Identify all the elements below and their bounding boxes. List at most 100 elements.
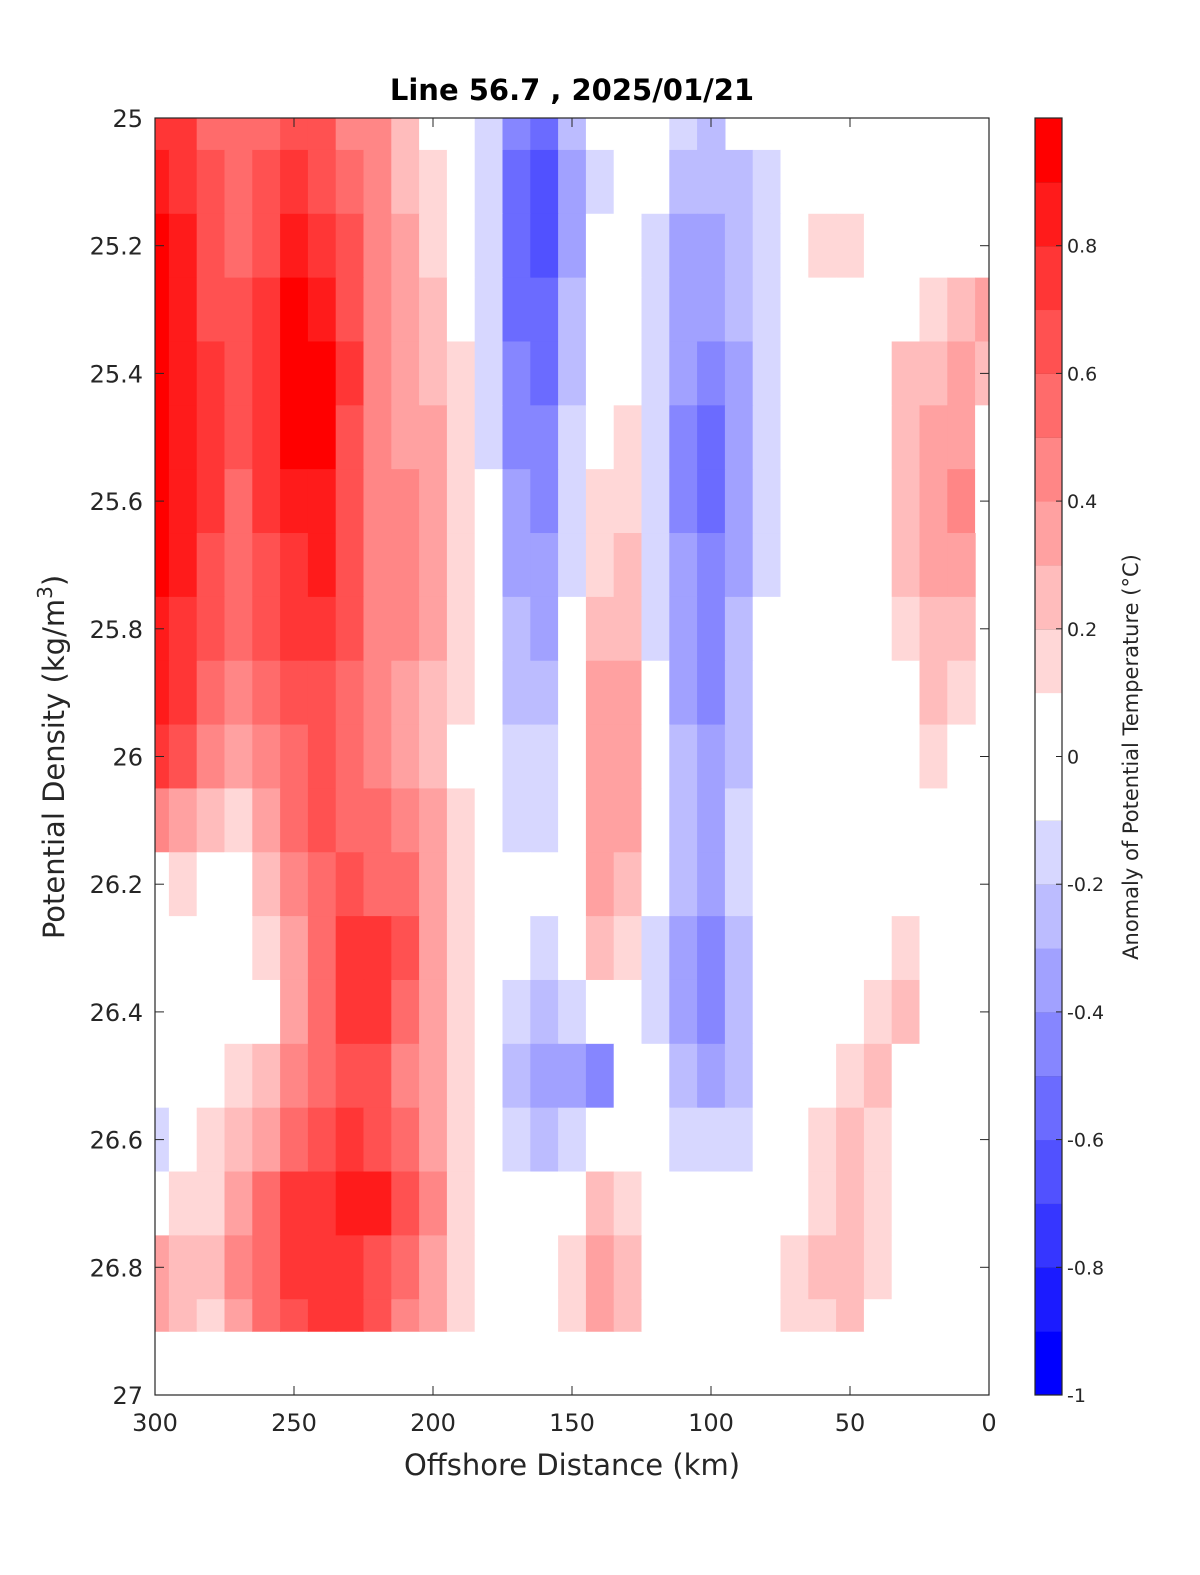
heatmap-cell xyxy=(155,118,170,151)
heatmap-cell xyxy=(280,533,309,598)
colorbar-band xyxy=(1035,437,1062,502)
heatmap-cell xyxy=(502,213,531,279)
heatmap-cell xyxy=(530,1299,559,1332)
heatmap-cell xyxy=(863,213,893,279)
heatmap-cell xyxy=(363,1107,392,1173)
heatmap-cell xyxy=(307,405,337,470)
heatmap-cell xyxy=(363,979,392,1045)
heatmap-cell xyxy=(641,724,670,790)
heatmap-cell xyxy=(335,213,365,279)
heatmap-cell xyxy=(808,149,837,215)
heatmap-cell xyxy=(474,118,504,151)
heatmap-cell xyxy=(585,724,615,790)
heatmap-cell xyxy=(891,1235,921,1300)
heatmap-cell xyxy=(947,916,976,981)
heatmap-cell xyxy=(919,1107,948,1173)
heatmap-cell xyxy=(752,213,782,279)
heatmap-cell xyxy=(724,533,754,598)
heatmap-cell xyxy=(419,1043,448,1109)
heatmap-cell xyxy=(307,213,337,279)
heatmap-cell xyxy=(307,724,337,790)
heatmap-cell xyxy=(752,1235,782,1300)
heatmap-cell xyxy=(641,1235,670,1300)
heatmap-cell xyxy=(196,277,226,343)
heatmap-cell xyxy=(224,596,253,662)
heatmap-cell xyxy=(752,852,782,917)
heatmap-cell xyxy=(919,852,948,917)
heatmap-cell xyxy=(836,533,865,598)
heatmap-cell xyxy=(446,1171,476,1236)
heatmap-cell xyxy=(863,724,893,790)
heatmap-cell xyxy=(252,213,281,279)
heatmap-cell xyxy=(419,596,448,662)
colorbar-tick-label: -1 xyxy=(1067,1385,1086,1407)
heatmap-cell xyxy=(391,1043,420,1109)
heatmap-cell xyxy=(252,788,281,853)
heatmap-cell xyxy=(613,1235,643,1300)
heatmap-cell xyxy=(502,533,531,598)
heatmap-cell xyxy=(530,788,559,853)
heatmap-cell xyxy=(252,1043,281,1109)
heatmap-cell xyxy=(363,277,392,343)
heatmap-cell xyxy=(919,213,948,279)
heatmap-cell xyxy=(419,979,448,1045)
y-axis-ticks: 25 25.2 25.4 25.6 25.8 26 26.2 26.4 26.6 26.8 27 xyxy=(90,105,989,1410)
heatmap-cell xyxy=(752,1171,782,1236)
heatmap-cell xyxy=(697,724,726,790)
heatmap-cell xyxy=(224,979,253,1045)
heatmap-cell xyxy=(280,724,309,790)
heatmap-cell xyxy=(446,118,476,151)
heatmap-cell xyxy=(474,1107,504,1173)
heatmap-cell xyxy=(780,1171,809,1236)
heatmap-cell xyxy=(697,469,726,534)
heatmap-cell xyxy=(155,405,170,470)
heatmap-cell xyxy=(196,788,226,853)
y-tick-label: 25.2 xyxy=(90,233,143,261)
heatmap-cell xyxy=(335,979,365,1045)
heatmap-cell xyxy=(168,660,198,726)
heatmap-cell xyxy=(752,724,782,790)
heatmap-cell xyxy=(947,341,976,406)
heatmap-cell xyxy=(724,469,754,534)
heatmap-cell xyxy=(363,660,392,726)
colorbar-tick-label: -0.4 xyxy=(1067,1002,1104,1024)
heatmap-cell xyxy=(280,660,309,726)
heatmap-cell xyxy=(752,149,782,215)
colorbar-band xyxy=(1035,628,1062,694)
heatmap-cell xyxy=(530,1043,559,1109)
heatmap-cell xyxy=(307,1043,337,1109)
heatmap-cell xyxy=(530,118,559,151)
heatmap-cell xyxy=(196,979,226,1045)
heatmap-cell xyxy=(558,1043,587,1109)
heatmap-cell xyxy=(641,1171,670,1236)
heatmap-cell xyxy=(530,1171,559,1236)
heatmap-cell xyxy=(863,1171,893,1236)
heatmap-cell xyxy=(474,1171,504,1236)
y-tick-label: 26 xyxy=(112,744,143,772)
heatmap-cell xyxy=(836,660,865,726)
heatmap-cell xyxy=(613,1171,643,1236)
heatmap-cell xyxy=(919,1235,948,1300)
heatmap-cell xyxy=(613,118,643,151)
heatmap-cell xyxy=(669,149,698,215)
heatmap-cell xyxy=(697,1299,726,1332)
heatmap-cell xyxy=(502,1171,531,1236)
heatmap-cell xyxy=(530,213,559,279)
heatmap-cell xyxy=(391,405,420,470)
heatmap-cell xyxy=(891,533,921,598)
colorbar-tick-label: -0.2 xyxy=(1067,874,1104,896)
heatmap-cell xyxy=(808,852,837,917)
heatmap-cell xyxy=(919,979,948,1045)
heatmap-cell xyxy=(307,660,337,726)
y-axis-label-suffix: ) xyxy=(37,575,71,586)
heatmap-cell xyxy=(168,213,198,279)
colorbar-band xyxy=(1035,245,1062,311)
heatmap-cell xyxy=(155,277,170,343)
heatmap-cell xyxy=(446,916,476,981)
heatmap-cell xyxy=(307,149,337,215)
heatmap-cell xyxy=(335,405,365,470)
heatmap-cell xyxy=(947,533,976,598)
colorbar-band xyxy=(1035,820,1062,885)
heatmap-cell xyxy=(558,852,587,917)
heatmap-cell xyxy=(975,277,990,343)
